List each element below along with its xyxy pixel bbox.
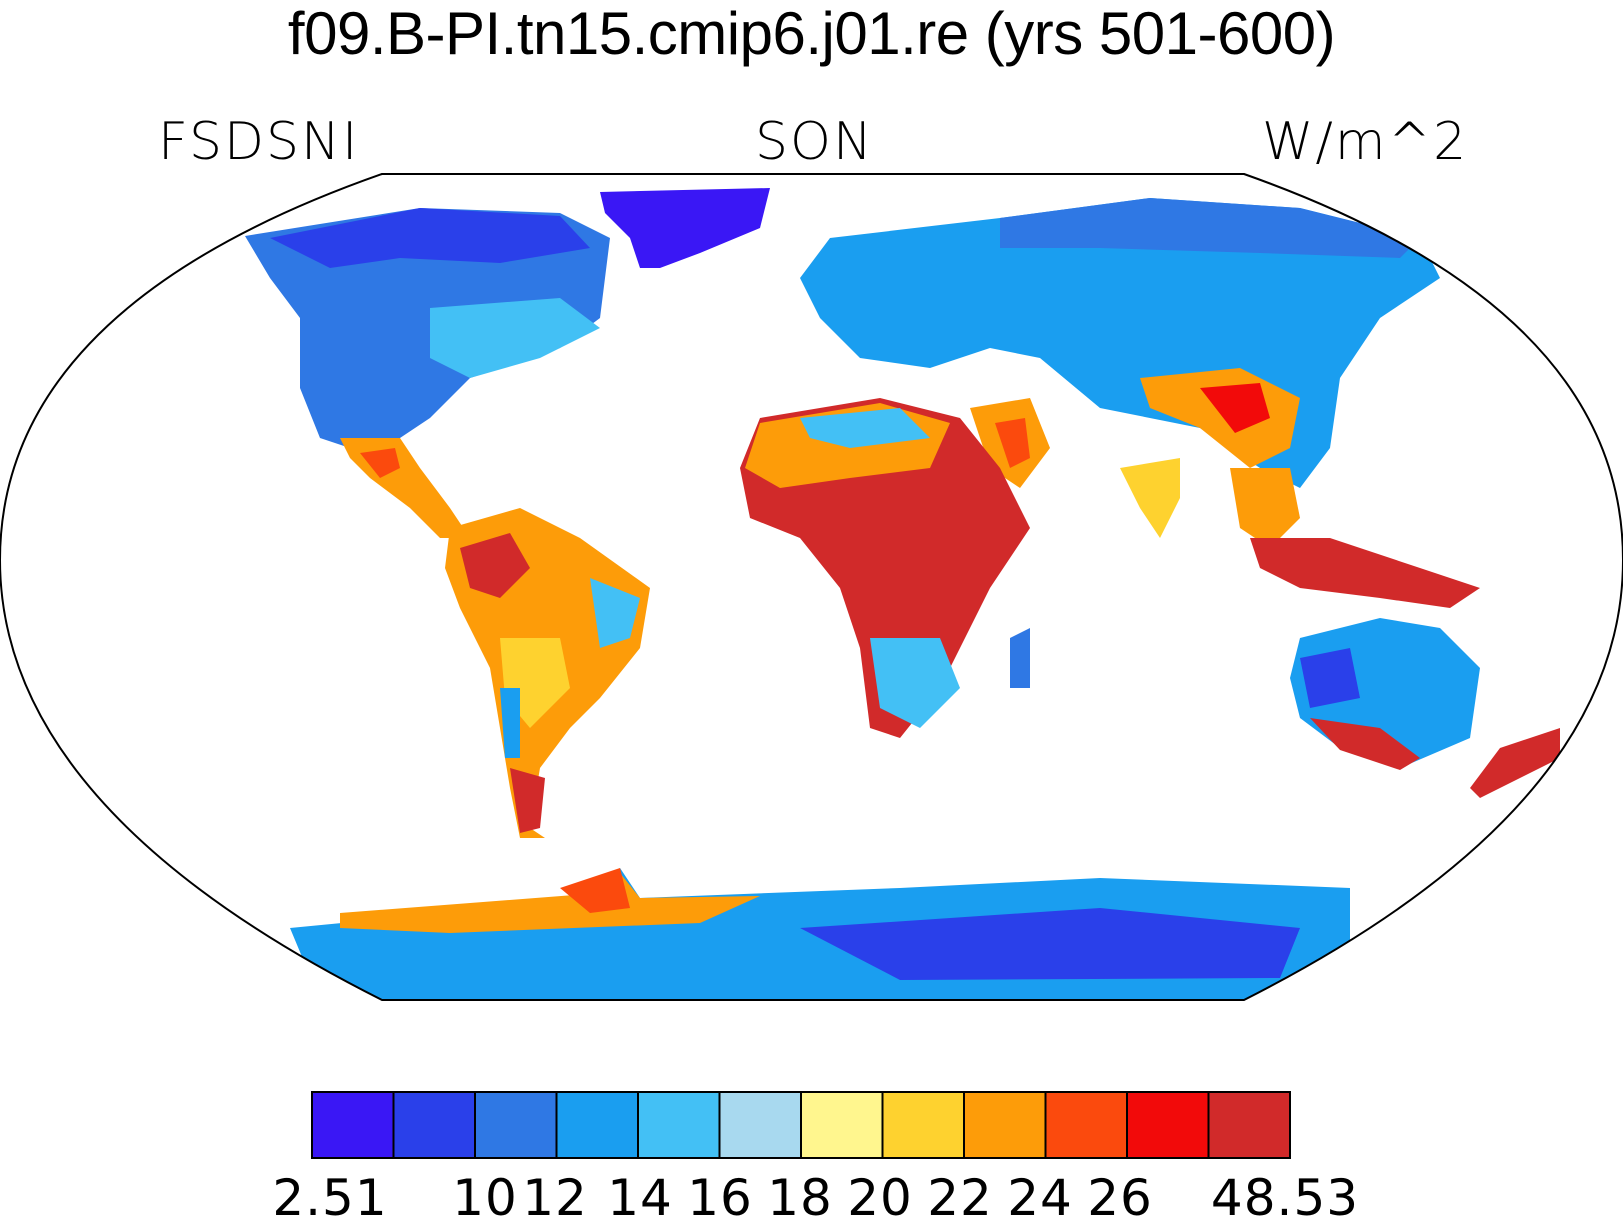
colorbar-swatch bbox=[555, 1091, 639, 1159]
colorbar-swatch bbox=[800, 1091, 884, 1159]
australia-west-blue bbox=[1300, 648, 1360, 708]
map-frame bbox=[0, 173, 1623, 1001]
north-america bbox=[245, 208, 610, 448]
indonesia bbox=[1250, 538, 1480, 608]
variable-label: FSDSNI bbox=[158, 112, 360, 172]
colorbar-swatch bbox=[963, 1091, 1047, 1159]
india bbox=[1120, 458, 1180, 538]
colorbar-swatch bbox=[1126, 1091, 1210, 1159]
antarctica-coast-warm bbox=[340, 873, 760, 933]
north-america-east bbox=[430, 298, 600, 378]
colorbar bbox=[311, 1091, 1291, 1159]
colorbar-swatch bbox=[881, 1091, 965, 1159]
colorbar-tick-label: 22 bbox=[927, 1169, 993, 1227]
south-america-south-blue bbox=[500, 688, 520, 758]
south-america-red bbox=[460, 533, 530, 598]
colorbar-tick-label: 20 bbox=[847, 1169, 913, 1227]
arabia-red bbox=[995, 418, 1030, 468]
se-asia bbox=[1230, 468, 1300, 548]
north-america-north bbox=[270, 208, 590, 268]
colorbar-tick-label: 16 bbox=[687, 1169, 753, 1227]
china-red bbox=[1200, 383, 1270, 433]
colorbar-swatch bbox=[637, 1091, 721, 1159]
colorbar-tick-label: 2.51 bbox=[272, 1169, 388, 1227]
central-america bbox=[340, 438, 470, 538]
colorbar-swatch bbox=[474, 1091, 558, 1159]
colorbar-tick-label: 24 bbox=[1007, 1169, 1073, 1227]
colorbar-tick-label: 26 bbox=[1087, 1169, 1153, 1227]
plot-title: f09.B-PI.tn15.cmip6.j01.re (yrs 501-600) bbox=[287, 0, 1336, 67]
sahara-blue bbox=[800, 408, 930, 448]
australia-south-red bbox=[1310, 718, 1420, 770]
colorbar-swatch bbox=[392, 1091, 476, 1159]
colorbar-swatch bbox=[311, 1091, 395, 1159]
madagascar bbox=[1010, 628, 1030, 688]
patagonia-red bbox=[510, 768, 545, 833]
south-america-east-blue bbox=[590, 578, 640, 648]
central-america-red bbox=[360, 448, 400, 478]
colorbar-tick-label: 18 bbox=[767, 1169, 833, 1227]
southern-africa-blue bbox=[870, 638, 960, 728]
colorbar-tick-label: 12 bbox=[522, 1169, 588, 1227]
units-label: W/m^2 bbox=[1262, 112, 1469, 172]
colorbar-tick-label: 14 bbox=[607, 1169, 673, 1227]
antarctica-interior bbox=[800, 908, 1300, 980]
world-map bbox=[0, 173, 1623, 1001]
season-label: SON bbox=[755, 112, 874, 172]
colorbar-tick-label: 10 bbox=[452, 1169, 518, 1227]
greenland bbox=[600, 188, 770, 268]
siberia-north bbox=[1000, 198, 1420, 258]
colorbar-swatch bbox=[1044, 1091, 1128, 1159]
new-zealand bbox=[1470, 728, 1560, 798]
colorbar-swatch bbox=[718, 1091, 802, 1159]
antarctic-peninsula bbox=[560, 868, 630, 913]
colorbar-tick-label: 48.53 bbox=[1210, 1169, 1360, 1227]
colorbar-swatch bbox=[1207, 1091, 1291, 1159]
